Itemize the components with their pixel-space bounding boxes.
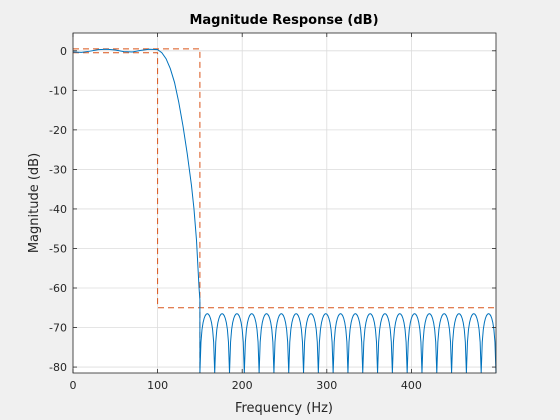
- y-axis-label: Magnitude (dB): [27, 153, 42, 253]
- mask-passband-lower-stopband: [73, 52, 496, 309]
- y-tick-label: -70: [49, 322, 67, 335]
- y-tick-label: -60: [49, 282, 67, 295]
- x-axis-label: Frequency (Hz): [235, 401, 333, 416]
- plot-area: [73, 33, 496, 373]
- x-tick-label: 0: [70, 379, 77, 392]
- ticks: 0 100 200 300 400 0 -10 -20 -30 -40 -50 -60 -70 -80: [49, 33, 496, 392]
- mask-passband-upper: [73, 48, 201, 373]
- chart-title: Magnitude Response (dB): [189, 13, 378, 28]
- y-tick-label: -40: [49, 203, 67, 216]
- y-tick-label: -10: [49, 84, 67, 97]
- x-tick-label: 400: [401, 379, 422, 392]
- grid: [72, 33, 496, 373]
- y-tick-label: -30: [49, 163, 67, 176]
- axes-frame: [72, 32, 497, 374]
- x-tick-label: 300: [316, 379, 337, 392]
- y-tick-label: -80: [49, 361, 67, 374]
- response-curve: [72, 48, 497, 374]
- y-tick-label: 0: [60, 45, 67, 58]
- y-tick-label: -50: [49, 242, 67, 255]
- x-tick-label: 100: [147, 379, 168, 392]
- x-tick-label: 200: [232, 379, 253, 392]
- y-tick-label: -20: [49, 124, 67, 137]
- spec-mask: [73, 48, 496, 373]
- response-curve-group: [72, 48, 497, 374]
